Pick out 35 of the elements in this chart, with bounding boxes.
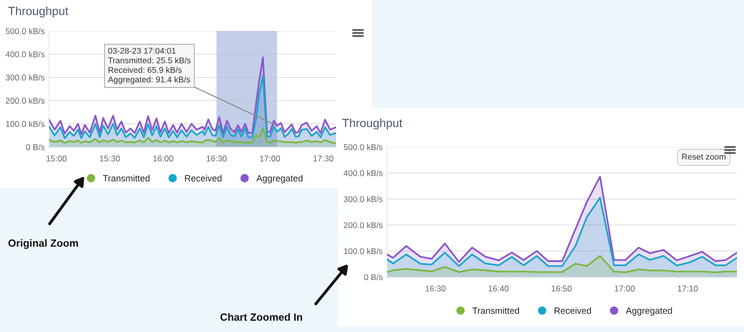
annotation: 03-28-23 17:04:01 Transmitted: 25.5 kB/s Received: 65.9 kB/s Aggregated: 91.4 kB/s [108, 48, 191, 84]
x-tick-label: 15:00 [46, 156, 66, 162]
legend-label: Transmitted [102, 174, 150, 182]
y-tick-label: 100.0 kB/s [344, 248, 383, 254]
x-tick-label: 15:30 [100, 156, 120, 162]
y-tick-label: 400.0 kB/s [344, 170, 383, 176]
legend-label: Aggregated [626, 307, 672, 316]
chart-title: Throughput [342, 118, 402, 130]
annotation: Reset zoom [682, 154, 726, 160]
y-tick-label: 500.0 kB/s [344, 144, 383, 150]
text: Chart Zoomed In [220, 313, 302, 321]
y-tick-label: 200.0 kB/s [344, 222, 383, 228]
y-tick-label: 0 B/s [364, 274, 383, 280]
x-tick-label: 17:30 [314, 156, 334, 162]
legend-label: Received [554, 307, 591, 314]
x-tick-label: 17:10 [678, 286, 698, 292]
y-tick-label: 400.0 kB/s [6, 51, 45, 58]
x-tick-label: 17:00 [260, 156, 280, 162]
chart-title: Throughput [8, 6, 68, 18]
x-tick-label: 16:40 [488, 286, 509, 292]
text: Original Zoom [8, 239, 78, 249]
y-tick-label: 500.0 kB/s [6, 28, 45, 34]
x-tick-label: 16:00 [153, 156, 174, 162]
y-tick-label: 300.0 kB/s [6, 74, 45, 80]
x-tick-label: 16:30 [426, 286, 446, 292]
x-tick-label: 17:00 [614, 286, 635, 292]
y-tick-label: 0 B/s [26, 144, 45, 150]
x-tick-label: 16:50 [552, 286, 572, 292]
y-tick-label: 100.0 kB/s [6, 120, 45, 127]
y-tick-label: 200.0 kB/s [6, 98, 45, 104]
legend-label: Aggregated [256, 174, 302, 184]
x-tick-label: 16:30 [206, 156, 227, 162]
legend-label: Received [185, 174, 222, 182]
legend-label: Transmitted [472, 307, 519, 314]
y-tick-label: 300.0 kB/s [344, 196, 383, 202]
